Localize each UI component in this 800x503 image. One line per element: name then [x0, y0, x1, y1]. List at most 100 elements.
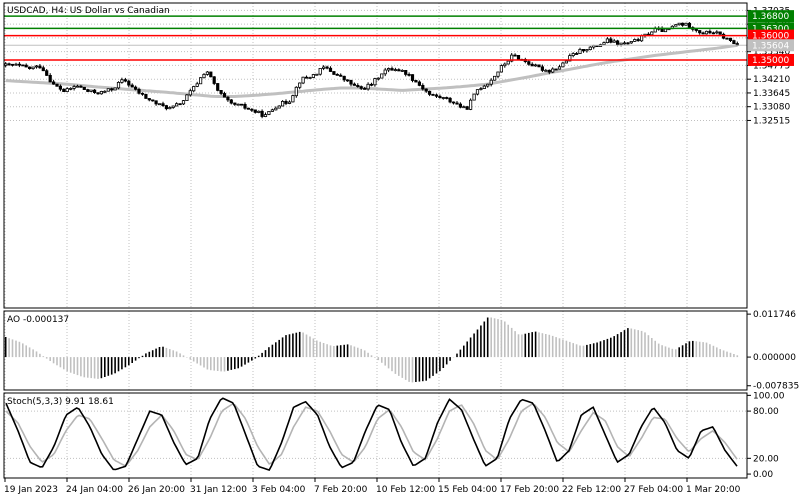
- bear-candle: [421, 85, 425, 90]
- ao-tick-label: 0.000000: [753, 353, 796, 363]
- bull-candle: [544, 69, 548, 72]
- bear-candle: [24, 64, 28, 68]
- stochastic-pane[interactable]: 100.00 80.00 20.00 0.00 Stoch(5,3,3) 9.91 1…: [3, 391, 785, 480]
- time-tick-label: 22 Feb 12:00: [562, 485, 621, 495]
- current-price-tag: [748, 39, 794, 52]
- bull-candle: [69, 88, 73, 90]
- ao-pane-frame: [3, 310, 748, 391]
- price-tick-label: 1.33080: [753, 103, 790, 113]
- bear-candle: [151, 99, 155, 102]
- bear-candle: [212, 76, 216, 84]
- bull-candle: [633, 39, 637, 42]
- bull-candle: [551, 68, 555, 73]
- time-tick-label: 19 Jan 2023: [4, 485, 58, 495]
- time-tick-label: 17 Feb 20:00: [500, 485, 559, 495]
- bear-candle: [27, 66, 32, 70]
- bull-candle: [113, 87, 117, 91]
- bear-candle: [21, 64, 25, 67]
- bull-candle: [393, 69, 398, 71]
- bull-candle: [301, 76, 305, 84]
- bear-candle: [698, 30, 702, 34]
- bull-candle: [171, 105, 175, 108]
- time-tick-label: 26 Jan 20:00: [128, 485, 185, 495]
- bear-candle: [427, 90, 432, 95]
- bull-candle: [503, 63, 507, 67]
- bull-candle: [629, 41, 633, 44]
- bull-candle: [568, 55, 572, 62]
- horizontal-levels[interactable]: [4, 15, 747, 61]
- bull-candle: [188, 90, 192, 96]
- bull-candle: [34, 65, 39, 68]
- bull-candle: [75, 85, 80, 88]
- bear-candle: [178, 103, 182, 106]
- bear-candle: [209, 71, 213, 78]
- bull-candle: [287, 101, 292, 104]
- bear-candle: [250, 108, 254, 111]
- bear-candle: [451, 101, 456, 104]
- price-tag-label: 1.35000: [752, 56, 789, 66]
- bull-candle: [4, 63, 8, 66]
- bear-candle: [41, 67, 45, 72]
- bear-candle: [48, 75, 52, 83]
- bear-candle: [554, 68, 558, 71]
- stoch-tick-label: 20.00: [753, 454, 779, 464]
- price-pane[interactable]: 1.370351.364701.359051.353401.347751.342…: [3, 2, 794, 309]
- bear-candle: [516, 55, 521, 60]
- current-price-label: 1.35604: [752, 41, 789, 51]
- bear-candle: [147, 98, 151, 101]
- bear-candle: [304, 76, 309, 79]
- bull-candle: [267, 111, 271, 115]
- bull-candle: [277, 105, 281, 109]
- bull-candle: [308, 77, 312, 79]
- bear-candle: [284, 101, 288, 104]
- chart-title: USDCAD, H4: US Dollar vs Canadian: [7, 6, 170, 16]
- bull-candle: [663, 28, 668, 33]
- bear-candle: [325, 66, 329, 69]
- price-tick-label: 1.32515: [753, 116, 790, 126]
- bear-candle: [356, 85, 360, 88]
- bull-candle: [499, 65, 504, 73]
- bull-candle: [311, 74, 316, 78]
- bull-candle: [462, 106, 466, 109]
- stochastic-grid: [4, 393, 747, 478]
- bull-candle: [677, 22, 681, 26]
- bull-candle: [366, 83, 370, 90]
- bull-candle: [298, 82, 302, 88]
- bull-candle: [506, 60, 510, 65]
- bull-candle: [489, 79, 493, 85]
- bull-candle: [585, 49, 589, 52]
- bull-candle: [120, 79, 124, 83]
- bull-candle: [195, 83, 199, 87]
- bear-candle: [390, 68, 394, 71]
- price-tag-label: 1.36000: [752, 32, 789, 42]
- bull-candle: [89, 89, 93, 92]
- bear-candle: [349, 80, 353, 85]
- bull-candle: [684, 22, 688, 26]
- bull-candle: [386, 68, 391, 71]
- bear-candle: [363, 88, 367, 90]
- bull-candle: [510, 54, 514, 62]
- bear-candle: [260, 110, 264, 117]
- stochastic-axis: 100.00 80.00 20.00 0.00: [747, 391, 785, 480]
- bear-candle: [609, 38, 613, 43]
- bear-candle: [626, 42, 630, 45]
- bear-candle: [38, 65, 42, 69]
- bear-candle: [458, 103, 463, 108]
- bull-candle: [202, 74, 206, 79]
- bear-candle: [58, 85, 63, 90]
- ao-pane[interactable]: 0.011746 0.000000 -0.007835 AO -0.000137: [3, 310, 799, 392]
- bear-candle: [352, 83, 357, 86]
- bull-candle: [561, 62, 565, 68]
- bull-candle: [380, 73, 384, 79]
- bear-candle: [130, 84, 134, 88]
- bear-candle: [581, 49, 586, 52]
- bull-candle: [441, 97, 445, 99]
- bull-candle: [715, 31, 719, 34]
- bear-candle: [332, 71, 336, 75]
- bull-candle: [294, 86, 298, 97]
- bear-candle: [694, 28, 698, 31]
- stochastic-title: Stoch(5,3,3) 9.91 18.61: [7, 397, 114, 407]
- bull-candle: [622, 42, 627, 45]
